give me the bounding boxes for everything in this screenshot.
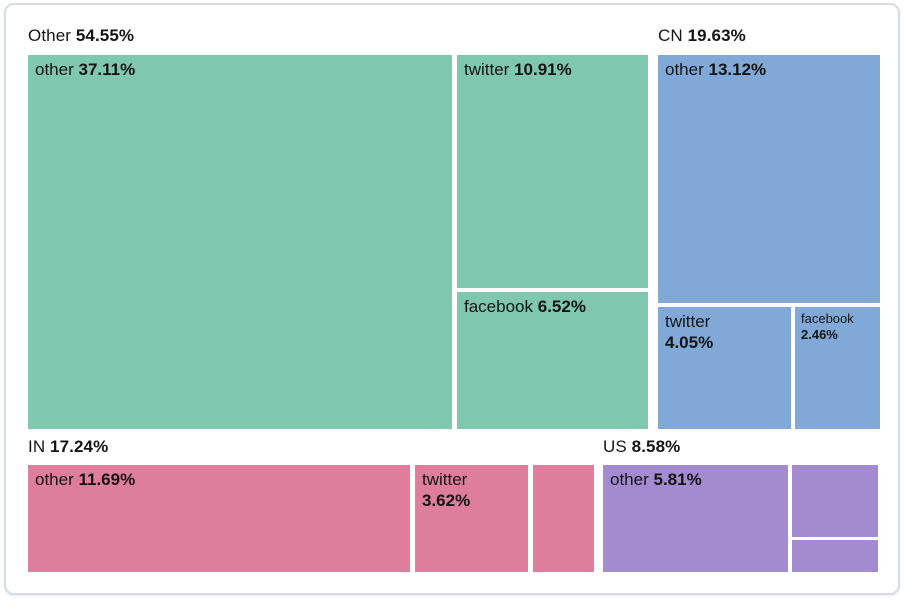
group-name: CN	[658, 26, 683, 45]
treemap-cell-us-unlabeled-2[interactable]	[792, 540, 878, 572]
treemap-cell-us-other[interactable]: other 5.81%	[603, 465, 788, 572]
group-label-in: IN 17.24%	[28, 437, 108, 457]
treemap-cell-other-facebook[interactable]: facebook 6.52%	[457, 292, 648, 429]
group-value: 8.58%	[631, 437, 681, 456]
treemap-cell-us-unlabeled-1[interactable]	[792, 465, 878, 537]
group-label-us: US 8.58%	[603, 437, 680, 457]
cell-label: twitter 10.91%	[464, 60, 572, 79]
cell-label: twitter 4.05%	[665, 312, 714, 352]
cell-label: twitter 3.62%	[422, 470, 471, 510]
cell-label: facebook 6.52%	[464, 297, 586, 316]
treemap-cell-in-twitter[interactable]: twitter 3.62%	[415, 465, 528, 572]
cell-label: other 5.81%	[610, 470, 702, 489]
cell-label	[792, 465, 878, 473]
treemap-cell-cn-other[interactable]: other 13.12%	[658, 55, 880, 303]
group-value: 19.63%	[687, 26, 746, 45]
cell-label: other 11.69%	[35, 470, 136, 489]
cell-label: facebook 2.46%	[801, 311, 854, 342]
group-name: Other	[28, 26, 72, 45]
cell-label	[533, 465, 594, 473]
group-label-other: Other 54.55%	[28, 26, 134, 46]
group-label-cn: CN 19.63%	[658, 26, 746, 46]
group-name: IN	[28, 437, 46, 456]
treemap-cell-other-other[interactable]: other 37.11%	[28, 55, 452, 429]
group-value: 54.55%	[75, 26, 135, 45]
cell-label	[792, 540, 878, 548]
treemap-cell-other-twitter[interactable]: twitter 10.91%	[457, 55, 648, 288]
treemap-cell-cn-facebook[interactable]: facebook 2.46%	[795, 307, 880, 429]
group-name: US	[603, 437, 627, 456]
cell-label: other 37.11%	[35, 60, 136, 79]
cell-label: other 13.12%	[665, 60, 767, 79]
treemap-cell-in-other[interactable]: other 11.69%	[28, 465, 410, 572]
treemap-cell-in-unlabeled[interactable]	[533, 465, 594, 572]
treemap-cell-cn-twitter[interactable]: twitter 4.05%	[658, 307, 791, 429]
group-value: 17.24%	[50, 437, 109, 456]
